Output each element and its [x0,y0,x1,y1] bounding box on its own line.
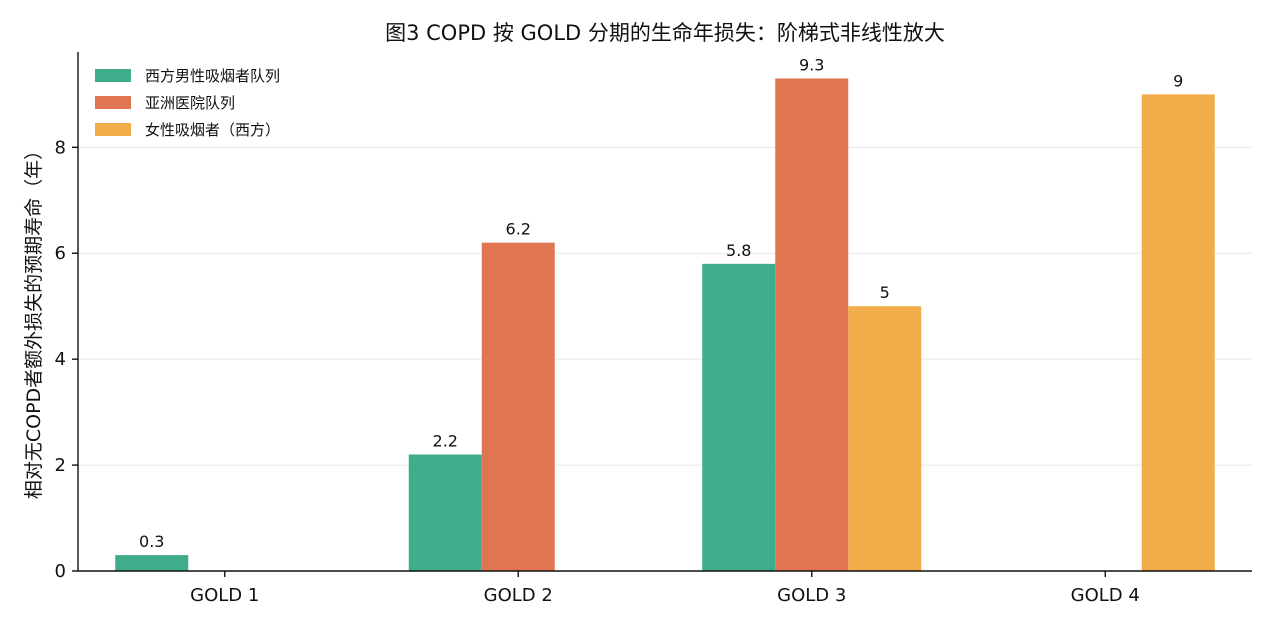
y-tick-label: 8 [55,137,66,158]
x-tick-label: GOLD 2 [484,585,553,606]
tick-labels: 0 2 4 6 8 GOLD 1 GOLD 2 GOLD 3 GOLD 4 [55,137,1140,606]
x-tick-label: GOLD 3 [777,585,846,606]
y-tick-label: 0 [55,561,66,582]
bar-2-3 [775,78,849,572]
data-label: 0.3 [139,532,164,551]
bar-1-1 [115,555,189,571]
bar-2-2 [481,242,555,571]
axes [72,52,1252,577]
legend-swatch [95,96,131,109]
data-label: 5 [880,283,890,302]
y-tick-label: 6 [55,243,66,264]
bar-1-3 [702,263,776,571]
data-label: 5.8 [726,241,751,260]
legend-swatch [95,69,131,82]
bar-1-2 [408,454,482,571]
data-label: 9 [1173,71,1183,90]
legend-label: 女性吸烟者（西方） [145,121,280,139]
x-tick-label: GOLD 4 [1071,585,1140,606]
bar-3-4 [1141,94,1215,572]
legend-label: 西方男性吸烟者队列 [145,67,280,85]
bar-3-3 [848,306,922,571]
legend-swatch [95,123,131,136]
x-tick-label: GOLD 1 [190,585,259,606]
bars [115,78,1215,572]
data-label: 6.2 [506,220,531,239]
legend-label: 亚洲医院队列 [145,94,235,112]
data-label: 2.2 [433,431,458,450]
y-tick-label: 4 [55,349,66,370]
data-labels: 0.3 2.2 6.2 5.8 9.3 5 9 [139,55,1183,551]
data-label: 9.3 [799,55,824,74]
chart-title: 图3 COPD 按 GOLD 分期的生命年损失：阶梯式非线性放大 [385,21,945,45]
y-axis-label: 相对无COPD者额外损失的预期寿命（年） [23,141,45,499]
y-tick-label: 2 [55,455,66,476]
grid-lines [78,146,1252,466]
